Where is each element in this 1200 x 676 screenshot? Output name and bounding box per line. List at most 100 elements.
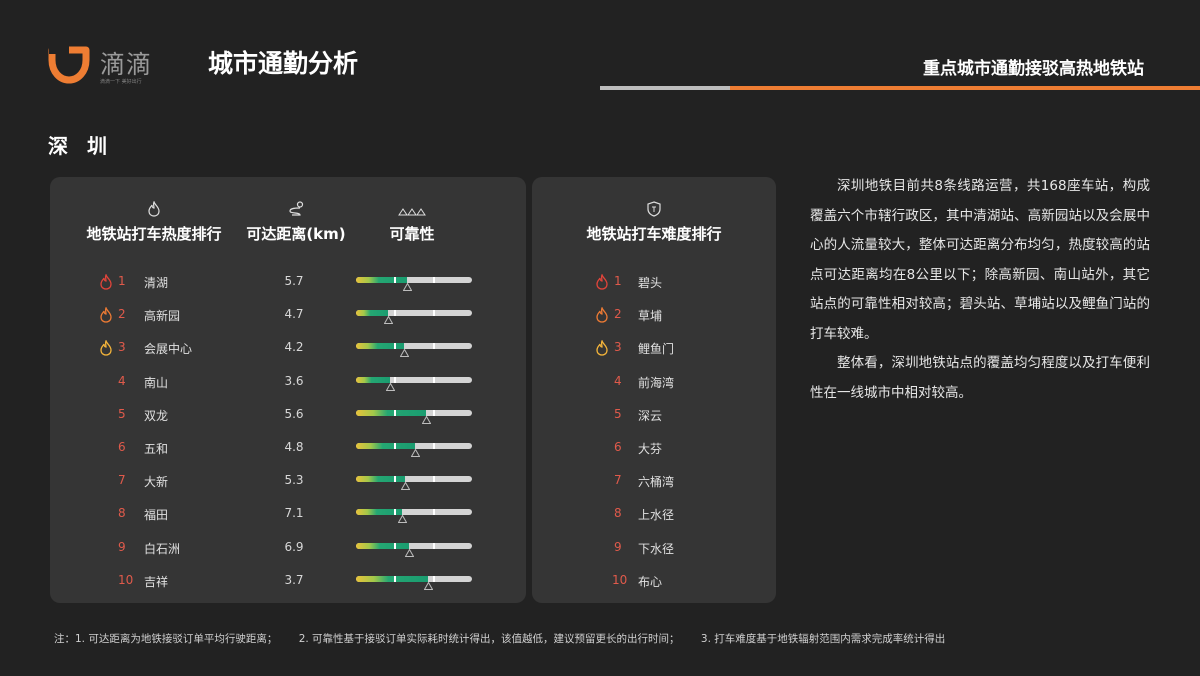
station-name: 前海湾: [638, 375, 675, 390]
reliability-bar-fill: [356, 509, 402, 516]
description-paragraph-1: 深圳地铁目前共8条线路运营，共168座车站，构成覆盖六个市辖行政区，其中清湖站、…: [810, 178, 1150, 342]
heat-ranking-panel: 地铁站打车热度排行 可达距离(km) 可靠性 1 清湖 5.7 2 高新园 4.7 3 会展中…: [50, 177, 526, 603]
description-paragraph-2: 整体看，深圳地铁站点的覆盖均匀程度以及打车便利性在一线城市中相对较高。: [810, 355, 1150, 401]
station-name: 南山: [144, 375, 169, 390]
city-label: 深 圳: [48, 134, 113, 158]
didi-logo-icon: [48, 46, 90, 84]
brand-slogan: 滴滴一下 美好出行: [100, 79, 142, 85]
rank-number: 7: [118, 473, 126, 488]
rank-number: 7: [614, 473, 622, 488]
rank-number: 2: [118, 307, 126, 322]
rank-number: 9: [614, 539, 622, 554]
reliability-bar-tick: [433, 443, 435, 449]
footnote-1: 注：1. 可达距离为地铁接驳订单平均行驶距离；: [54, 633, 278, 645]
distance-value: 5.6: [284, 406, 304, 421]
shield-icon: [644, 201, 664, 220]
reliability-bar-fill: [356, 443, 415, 449]
rank-number: 8: [614, 506, 622, 521]
reliability-bar-tick: [394, 310, 396, 317]
fire-icon: [100, 273, 112, 290]
station-name: 碧头: [638, 276, 663, 290]
reliability-bar: [356, 443, 472, 457]
difficulty-table-row: 10 布心: [532, 570, 776, 594]
distance-value: 4.8: [284, 440, 304, 454]
distance-value: 5.7: [284, 274, 304, 288]
heat-table-row: 5 双龙 5.6: [50, 404, 526, 428]
difficulty-table-row: 3 鲤鱼门: [532, 337, 776, 361]
rank-number: 8: [118, 506, 126, 521]
reliability-header: 可靠性: [389, 225, 435, 243]
station-name: 布心: [638, 574, 663, 589]
reliability-bar: [356, 310, 472, 325]
distance-value: 7.1: [284, 506, 304, 521]
difficulty-table-row: 6 大芬: [532, 437, 776, 461]
reliability-bar: [356, 509, 472, 524]
rank-number: 3: [118, 340, 126, 355]
heat-table-row: 8 福田 7.1: [50, 503, 526, 527]
brand-name: 滴滴: [100, 50, 153, 79]
station-name: 高新园: [144, 309, 181, 324]
reliability-bar-tick: [394, 542, 396, 549]
station-name: 草埔: [638, 309, 663, 324]
reliability-bar-fill: [356, 409, 426, 416]
reliability-bar: [356, 343, 472, 358]
station-name: 五和: [144, 442, 169, 456]
difficulty-rank-header: 地铁站打车难度排行: [586, 225, 722, 243]
reliability-bar-tick: [433, 409, 435, 416]
reliability-bar-fill: [356, 310, 388, 317]
reliability-bar-fill: [356, 476, 405, 483]
distance-header: 可达距离(km): [246, 225, 346, 243]
station-name: 深云: [638, 408, 663, 423]
footnote-3: 3. 打车难度基于地铁辐射范围内需求完成率统计得出: [700, 633, 946, 645]
difficulty-table-row: 1 碧头: [532, 271, 776, 295]
reliability-bar-tick: [394, 277, 396, 283]
distance-value: 3.7: [284, 572, 304, 587]
reliability-bar-tick: [433, 277, 435, 283]
reliability-bar-tick: [394, 343, 396, 350]
reliability-bar-tick: [394, 443, 396, 449]
difficulty-table-row: 4 前海湾: [532, 371, 776, 395]
route-icon: [286, 201, 306, 220]
difficulty-table-row: 8 上水径: [532, 503, 776, 527]
difficulty-table-row: 5 深云: [532, 404, 776, 428]
heat-table-row: 4 南山 3.6: [50, 371, 526, 395]
difficulty-table-row: 2 草埔: [532, 304, 776, 328]
reliability-bar-tick: [394, 575, 396, 582]
reliability-bar: [356, 277, 472, 291]
station-name: 吉祥: [144, 574, 169, 589]
distance-value: 6.9: [284, 539, 304, 554]
rank-number: 5: [614, 406, 622, 421]
reliability-bar-tick: [433, 376, 435, 383]
title-divider-grey: [600, 86, 730, 90]
reliability-bar: [356, 376, 472, 391]
distance-value: 4.7: [284, 307, 304, 322]
reliability-bar: [356, 542, 472, 557]
rank-number: 6: [614, 440, 622, 454]
heat-table-row: 10 吉祥 3.7: [50, 570, 526, 594]
reliability-bar-fill: [356, 376, 390, 383]
station-name: 六桶湾: [638, 475, 675, 490]
fire-icon: [146, 200, 162, 220]
reliability-bar: [356, 476, 472, 491]
rank-number: 9: [118, 539, 126, 554]
reliability-bar-fill: [356, 575, 428, 582]
didi-logo: 滴滴 滴滴一下 美好出行: [46, 42, 176, 88]
page-subtitle: 重点城市通勤接驳高热地铁站: [923, 59, 1144, 79]
rank-number: 10: [118, 572, 134, 587]
difficulty-ranking-panel: 地铁站打车难度排行 1 碧头 2 草埔 3 鲤鱼门 4 前海湾 5 深云 6 大芬 7 六桶湾 8 上水径 9 下…: [532, 177, 776, 603]
station-name: 下水径: [638, 541, 675, 556]
reliability-bar-tick: [433, 343, 435, 350]
heat-table-row: 6 五和 4.8: [50, 437, 526, 461]
fire-icon: [100, 306, 112, 323]
station-name: 双龙: [144, 408, 169, 423]
heat-table-row: 9 白石洲 6.9: [50, 537, 526, 561]
reliability-bar: [356, 409, 472, 424]
difficulty-table-row: 9 下水径: [532, 537, 776, 561]
analysis-description: 深圳地铁目前共8条线路运营，共168座车站，构成覆盖六个市辖行政区，其中清湖站、…: [810, 172, 1150, 408]
rank-number: 1: [118, 274, 126, 288]
heat-table-row: 1 清湖 5.7: [50, 271, 526, 295]
distance-value: 3.6: [284, 373, 304, 388]
station-name: 大芬: [638, 442, 663, 456]
distance-value: 5.3: [284, 473, 304, 488]
fire-icon: [596, 273, 608, 290]
